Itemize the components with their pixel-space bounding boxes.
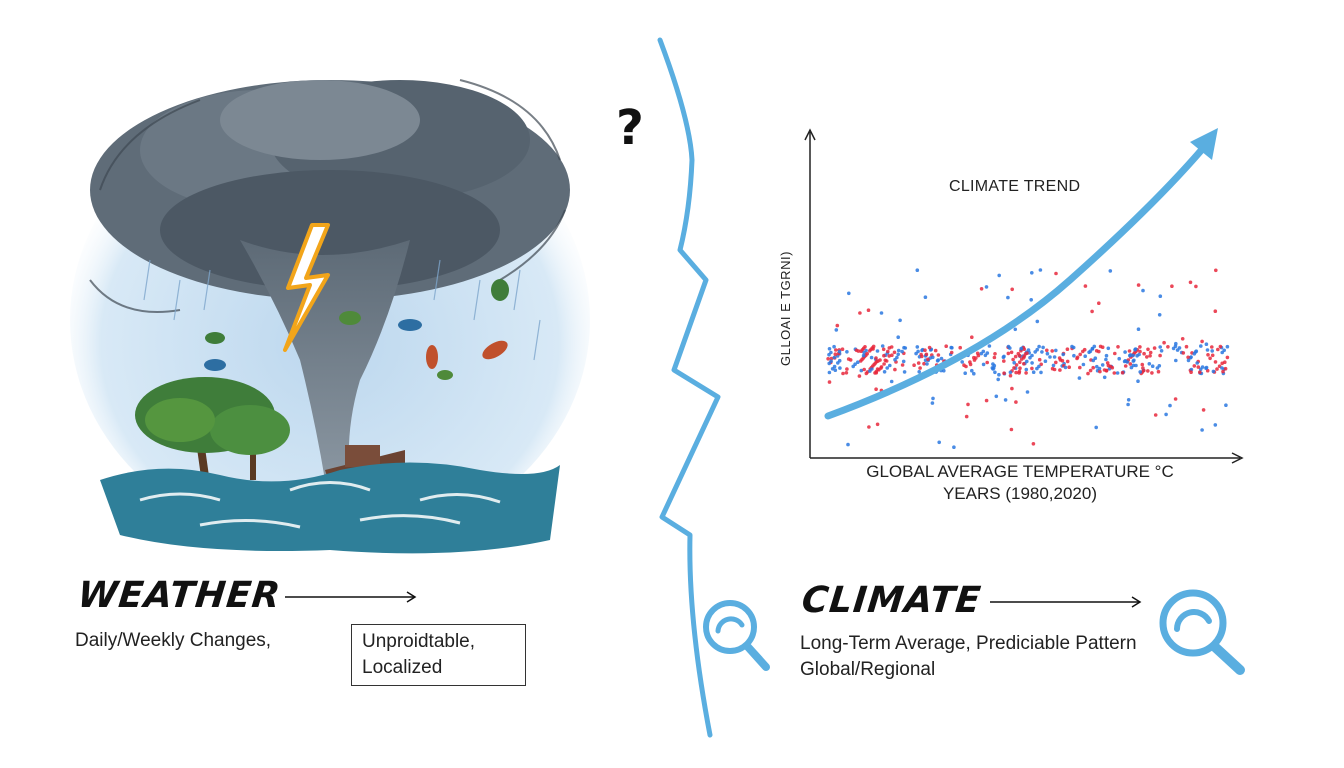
tornado-illustration [70, 79, 590, 554]
weather-characteristics-box: Unproidtable, Localized [351, 624, 526, 686]
climate-description: Long-Term Average, Prediciable Pattern G… [800, 631, 1137, 683]
scatter-points [826, 268, 1230, 450]
climate-trend-chart [804, 128, 1244, 464]
chart-title: CLIMATE TREND [949, 178, 1081, 195]
chart-y-axis-label: GLLOAI E TGRNI) [778, 251, 793, 366]
climate-arrow-icon [990, 596, 1142, 608]
x-axis-label-line1: GLOBAL AVERAGE TEMPERATURE °C [866, 462, 1174, 481]
climate-description-line1: Long-Term Average, Prediciable Pattern [800, 633, 1137, 654]
windswept-tree [135, 377, 290, 480]
chart-x-axis-label: GLOBAL AVERAGE TEMPERATURE °C YEARS (198… [850, 461, 1190, 505]
magnifier-icon-right [1159, 589, 1245, 675]
magnifier-icon [703, 600, 770, 671]
trend-arrow [824, 136, 1214, 420]
weather-description: Daily/Weekly Changes, [75, 630, 272, 651]
weather-box-line1: Unproidtable, [362, 631, 476, 652]
climate-description-line2: Global/Regional [800, 659, 936, 680]
weather-box-line2: Localized [362, 657, 443, 678]
question-mark: ? [616, 100, 644, 156]
x-axis-label-line2: YEARS (1980,2020) [942, 484, 1098, 503]
tornado-funnel [240, 240, 410, 480]
climate-title: CLIMATE [799, 580, 984, 621]
storm-cloud [90, 80, 570, 300]
lightning-bolt-icon [283, 223, 330, 352]
weather-arrow-icon [285, 591, 417, 603]
ocean-waves [100, 462, 560, 554]
